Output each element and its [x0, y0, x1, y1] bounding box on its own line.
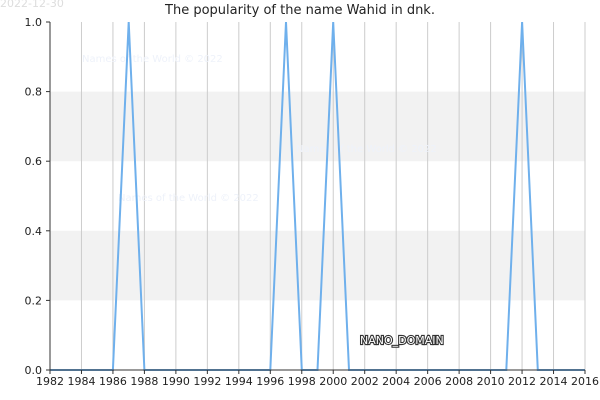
x-tick-label: 2000	[319, 375, 347, 388]
x-tick-label: 2008	[445, 375, 473, 388]
watermark-text: Names of the World © 2022	[82, 54, 223, 65]
y-tick-label: 0.6	[25, 155, 43, 168]
chart-title: The popularity of the name Wahid in dnk.	[165, 3, 435, 18]
x-tick-label: 2002	[351, 375, 379, 388]
x-tick-label: 2016	[571, 375, 599, 388]
x-tick-label: 1994	[225, 375, 253, 388]
chart-band	[50, 230, 585, 301]
x-tick-label: 2012	[508, 375, 536, 388]
y-tick-label: 0.2	[25, 294, 43, 307]
x-tick-label: 1996	[256, 375, 284, 388]
overlay-label: NANO_DOMAIN	[360, 334, 444, 347]
x-tick-label: 2010	[477, 375, 505, 388]
y-tick-label: 0.8	[25, 86, 43, 99]
y-tick-label: 0.0	[25, 364, 43, 377]
x-tick-label: 2006	[414, 375, 442, 388]
x-tick-label: 1990	[162, 375, 190, 388]
x-tick-label: 1988	[130, 375, 158, 388]
x-tick-label: 1998	[288, 375, 316, 388]
x-tick-label: 1984	[67, 375, 95, 388]
watermark-text: Names of the World © 2022	[296, 144, 437, 155]
chart-band	[50, 91, 585, 162]
y-tick-label: 1.0	[25, 16, 43, 29]
x-tick-label: 1982	[36, 375, 64, 388]
watermark-text: Names of the World © 2022	[118, 193, 259, 204]
date-stamp: 2022-12-30	[0, 0, 64, 10]
x-tick-label: 1992	[193, 375, 221, 388]
x-tick-label: 2014	[540, 375, 568, 388]
x-tick-label: 1986	[99, 375, 127, 388]
x-tick-label: 2004	[382, 375, 410, 388]
y-tick-label: 0.4	[25, 225, 43, 238]
